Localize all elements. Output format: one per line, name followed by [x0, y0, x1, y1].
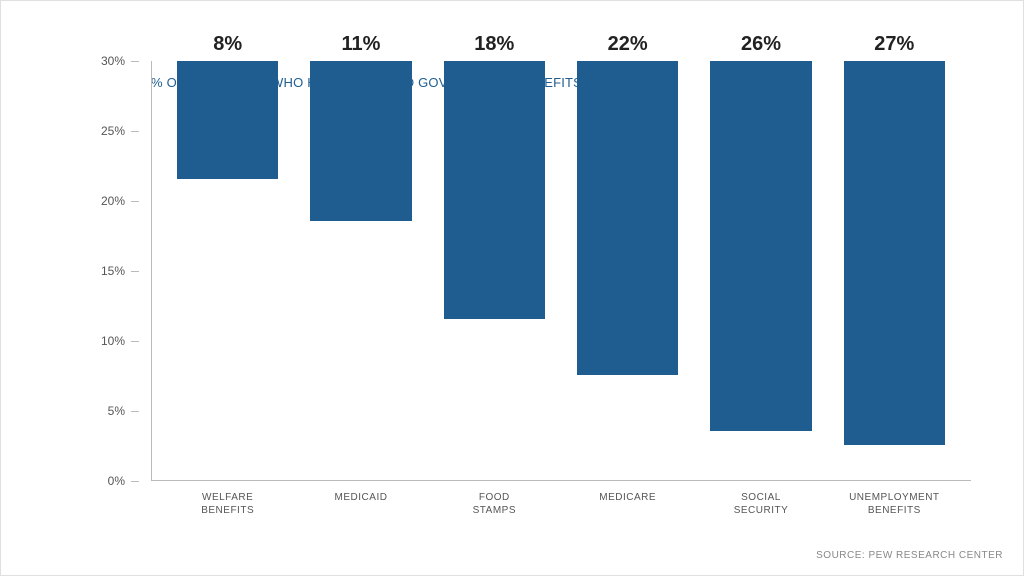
y-tick-label: 15%: [91, 264, 131, 278]
bar-value-label: 8%: [177, 33, 278, 56]
bar-slot: 27%UNEMPLOYMENTBENEFITS: [828, 61, 961, 481]
source-note: SOURCE: PEW RESEARCH CENTER: [816, 550, 1003, 561]
y-tick-label: 0%: [91, 474, 131, 488]
y-tick-label: 5%: [91, 404, 131, 418]
y-tick-mark: [131, 131, 139, 132]
y-tick: 15%: [91, 264, 151, 278]
bar-slot: 22%MEDICARE: [561, 61, 694, 481]
y-tick: 30%: [91, 54, 151, 68]
bar: 11%: [310, 61, 411, 221]
bar: 18%: [444, 61, 545, 319]
bar: 27%: [844, 61, 945, 445]
y-tick-mark: [131, 411, 139, 412]
bars-container: 8%WELFAREBENEFITS11%MEDICAID18%FOODSTAMP…: [151, 61, 971, 481]
plot-area: 0%5%10%15%20%25%30% 8%WELFAREBENEFITS11%…: [91, 61, 971, 481]
y-tick-label: 30%: [91, 54, 131, 68]
y-tick-mark: [131, 201, 139, 202]
y-tick-mark: [131, 341, 139, 342]
y-tick-label: 10%: [91, 334, 131, 348]
y-axis: 0%5%10%15%20%25%30%: [91, 61, 151, 481]
y-tick-mark: [131, 481, 139, 482]
bar-value-label: 11%: [310, 33, 411, 56]
y-tick-mark: [131, 61, 139, 62]
bar-value-label: 27%: [844, 33, 945, 56]
y-tick: 5%: [91, 404, 151, 418]
bar: 26%: [710, 61, 811, 431]
x-axis-line: [151, 480, 971, 481]
y-tick: 25%: [91, 124, 151, 138]
y-tick-label: 20%: [91, 194, 131, 208]
bar-slot: 11%MEDICAID: [294, 61, 427, 481]
bar: 8%: [177, 61, 278, 179]
chart-card: % OF AMERICANS WHO HAVE RECEIVED GOVERNM…: [0, 0, 1024, 576]
bar-category-label: UNEMPLOYMENTBENEFITS: [801, 491, 988, 517]
y-tick: 20%: [91, 194, 151, 208]
bar-value-label: 22%: [577, 33, 678, 56]
bar-value-label: 26%: [710, 33, 811, 56]
y-tick: 0%: [91, 474, 151, 488]
bar-slot: 18%FOODSTAMPS: [428, 61, 561, 481]
bar: 22%: [577, 61, 678, 375]
y-tick-mark: [131, 271, 139, 272]
bar-slot: 8%WELFAREBENEFITS: [161, 61, 294, 481]
bar-slot: 26%SOCIALSECURITY: [694, 61, 827, 481]
y-tick: 10%: [91, 334, 151, 348]
y-tick-label: 25%: [91, 124, 131, 138]
bar-value-label: 18%: [444, 33, 545, 56]
